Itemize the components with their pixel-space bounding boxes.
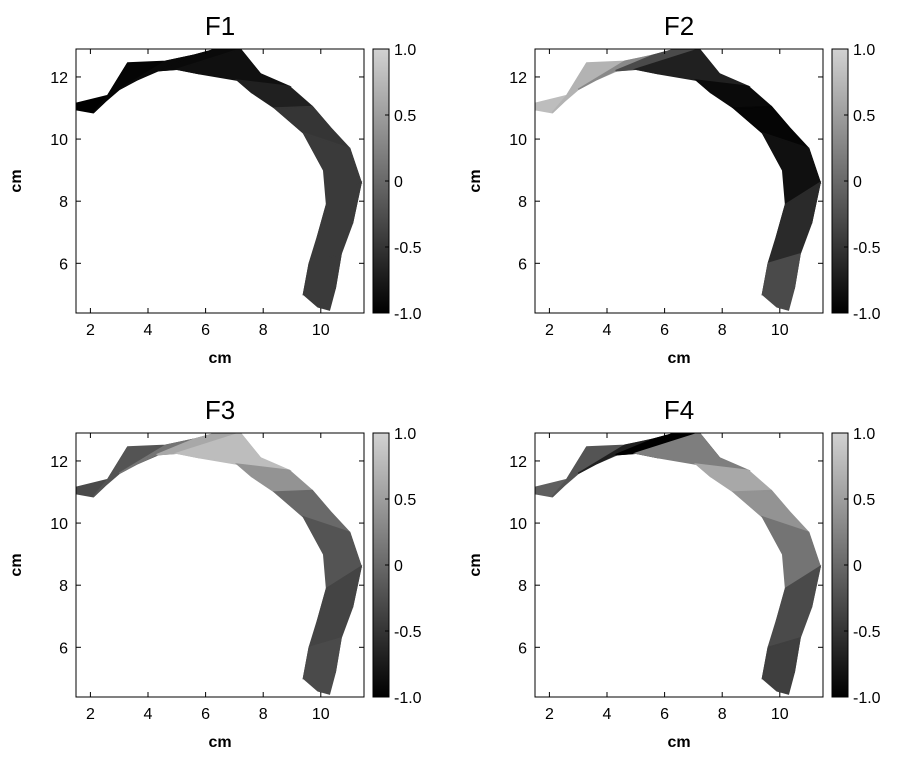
colorbar-tick-label: -0.5 (394, 624, 422, 641)
colorbar-tick-label: -0.5 (394, 240, 422, 257)
x-tick-label: 2 (545, 706, 554, 723)
colorbar-tick-label: 1.0 (853, 426, 875, 443)
y-tick-label: 8 (59, 578, 68, 595)
colorbar-tick-label: -0.5 (853, 624, 881, 641)
panel-2: F2 2 4 6 8 10 6 8 10 12 cm cm 1.0 0.5 0 -0.5 -1.0 (467, 11, 881, 367)
ribbon-segment (761, 636, 801, 695)
panel-title: F3 (205, 395, 235, 425)
axes-box (75, 432, 365, 698)
y-tick-label: 6 (518, 256, 527, 273)
panel-title: F1 (205, 11, 235, 41)
x-axis-label: cm (667, 734, 690, 751)
y-tick-label: 8 (518, 578, 527, 595)
x-tick-label: 10 (771, 706, 789, 723)
x-axis-label: cm (208, 734, 231, 751)
colorbar-tick-label: 0 (853, 558, 862, 575)
y-tick-label: 12 (509, 70, 527, 87)
panel-title: F4 (664, 395, 694, 425)
ribbon-segment (302, 252, 342, 311)
x-tick-label: 6 (201, 706, 210, 723)
y-tick-label: 12 (509, 454, 527, 471)
colorbar-tick-label: -1.0 (394, 306, 422, 323)
y-tick-label: 12 (50, 70, 68, 87)
x-tick-label: 4 (144, 706, 153, 723)
axes-box (534, 48, 824, 314)
panel-1: F1 2 4 6 8 10 6 8 10 12 cm cm 1.0 0.5 0 -0.5 -1.0 (8, 11, 422, 367)
x-tick-label: 10 (312, 322, 330, 339)
x-tick-label: 8 (259, 706, 268, 723)
colorbar-tick-label: 0.5 (394, 492, 416, 509)
x-tick-label: 4 (603, 706, 612, 723)
colorbar-tick-label: 0.5 (394, 108, 416, 125)
y-tick-label: 10 (509, 132, 527, 149)
x-tick-label: 2 (86, 322, 95, 339)
colorbar-tick-label: 1.0 (394, 426, 416, 443)
y-tick-label: 10 (50, 132, 68, 149)
x-tick-label: 4 (144, 322, 153, 339)
colorbar-tick-label: 0 (394, 174, 403, 191)
x-tick-label: 8 (718, 706, 727, 723)
x-tick-label: 6 (660, 322, 669, 339)
axes-box (75, 48, 365, 314)
y-axis-label: cm (8, 553, 25, 576)
colorbar-tick-label: 0 (853, 174, 862, 191)
panel-3: F3 2 4 6 8 10 6 8 10 12 cm cm 1.0 0.5 0 -0.5 -1.0 (8, 395, 422, 751)
x-tick-label: 8 (718, 322, 727, 339)
y-axis-label: cm (8, 169, 25, 192)
ribbon-segment (761, 252, 801, 311)
x-tick-label: 4 (603, 322, 612, 339)
colorbar-tick-label: 0.5 (853, 108, 875, 125)
y-tick-label: 6 (59, 256, 68, 273)
colorbar-tick-label: -1.0 (394, 690, 422, 707)
x-axis-label: cm (208, 350, 231, 367)
y-tick-label: 8 (518, 194, 527, 211)
x-tick-label: 10 (312, 706, 330, 723)
y-axis-label: cm (467, 169, 484, 192)
y-tick-label: 10 (509, 516, 527, 533)
x-tick-label: 8 (259, 322, 268, 339)
panel-title: F2 (664, 11, 694, 41)
colorbar-tick-label: 1.0 (394, 42, 416, 59)
x-tick-label: 6 (660, 706, 669, 723)
x-tick-label: 10 (771, 322, 789, 339)
y-tick-label: 6 (518, 640, 527, 657)
y-tick-label: 10 (50, 516, 68, 533)
x-tick-label: 2 (86, 706, 95, 723)
y-axis-label: cm (467, 553, 484, 576)
y-tick-label: 8 (59, 194, 68, 211)
colorbar-tick-label: 0 (394, 558, 403, 575)
panel-4: F4 2 4 6 8 10 6 8 10 12 cm cm 1.0 0.5 0 -0.5 -1.0 (467, 395, 881, 751)
colorbar-tick-label: -1.0 (853, 306, 881, 323)
x-tick-label: 6 (201, 322, 210, 339)
y-tick-label: 12 (50, 454, 68, 471)
x-tick-label: 2 (545, 322, 554, 339)
colorbar-tick-label: 0.5 (853, 492, 875, 509)
colorbar-tick-label: -1.0 (853, 690, 881, 707)
colorbar-tick-label: -0.5 (853, 240, 881, 257)
axes-box (534, 432, 824, 698)
ribbon-segment (302, 636, 342, 695)
x-axis-label: cm (667, 350, 690, 367)
colorbar-tick-label: 1.0 (853, 42, 875, 59)
y-tick-label: 6 (59, 640, 68, 657)
